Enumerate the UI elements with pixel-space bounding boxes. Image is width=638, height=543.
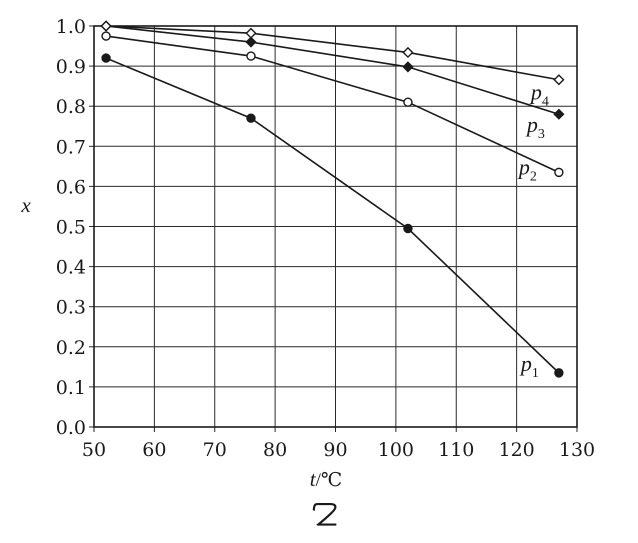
y-tick-labels: 0.0 0.1 0.2 0.3 0.4 0.5 0.6 0.7 0.8 0.9 1.0 xyxy=(56,16,86,439)
y-tick-label: 0.7 xyxy=(56,136,86,158)
x-axis-unit: /℃ xyxy=(316,470,343,491)
data-point-p1 xyxy=(403,223,413,234)
series-line-p2 xyxy=(105,35,560,174)
x-tick-label: 60 xyxy=(142,439,166,461)
x-tick-label: 90 xyxy=(323,439,347,461)
series-label-p4: p4 xyxy=(529,80,549,110)
data-point-p3 xyxy=(402,61,414,73)
x-axis-label: t/℃ xyxy=(310,467,342,491)
data-point-p4 xyxy=(245,27,257,39)
data-point-p1 xyxy=(554,368,564,378)
data-point-p2 xyxy=(403,97,413,107)
series-label-p3: p3 xyxy=(525,112,545,142)
y-tick-label: 0.9 xyxy=(56,56,86,78)
data-point-p2 xyxy=(101,31,111,41)
y-tick-label: 0.5 xyxy=(56,217,86,239)
y-tick-label: 0.2 xyxy=(56,337,86,359)
data-point-p2 xyxy=(554,167,564,178)
x-tick-label: 120 xyxy=(498,439,534,461)
data-point-p1 xyxy=(101,53,111,63)
series-group xyxy=(100,20,565,378)
figure-caption: 乙 xyxy=(311,498,339,531)
y-tick-label: 0.4 xyxy=(56,257,86,279)
y-tick-label: 0.1 xyxy=(56,377,86,399)
x-tick-label: 80 xyxy=(263,439,287,461)
series-line-p1 xyxy=(105,57,560,374)
series-line-p4 xyxy=(106,25,560,81)
series-label-p2: p2 xyxy=(517,154,537,184)
plot-frame xyxy=(93,25,578,428)
y-axis-label: x xyxy=(20,193,31,217)
y-tick-label: 0.8 xyxy=(56,96,86,118)
series-label-p1: p1 xyxy=(519,351,539,381)
x-tick-label: 70 xyxy=(203,439,227,461)
y-tick-label: 0.6 xyxy=(56,176,86,198)
series-line-p3 xyxy=(105,25,560,115)
data-point-p4 xyxy=(100,20,112,32)
x-tick-label: 130 xyxy=(559,439,595,461)
data-point-p2 xyxy=(246,51,256,61)
y-tick-label: 1.0 xyxy=(56,16,86,38)
x-tick-labels: 50 60 70 80 90 100 110 120 130 xyxy=(82,439,595,461)
grid xyxy=(89,25,578,432)
x-axis-variable: t xyxy=(310,467,317,491)
data-point-p1 xyxy=(246,113,256,123)
data-point-p3 xyxy=(553,108,565,120)
data-point-p4 xyxy=(402,46,414,59)
x-tick-label: 110 xyxy=(438,439,474,461)
data-point-p4 xyxy=(553,74,565,86)
x-tick-label: 50 xyxy=(82,439,106,461)
data-point-p3 xyxy=(245,36,257,48)
x-tick-label: 100 xyxy=(378,439,414,461)
y-tick-label: 0.0 xyxy=(56,417,86,439)
y-tick-label: 0.3 xyxy=(56,297,86,319)
